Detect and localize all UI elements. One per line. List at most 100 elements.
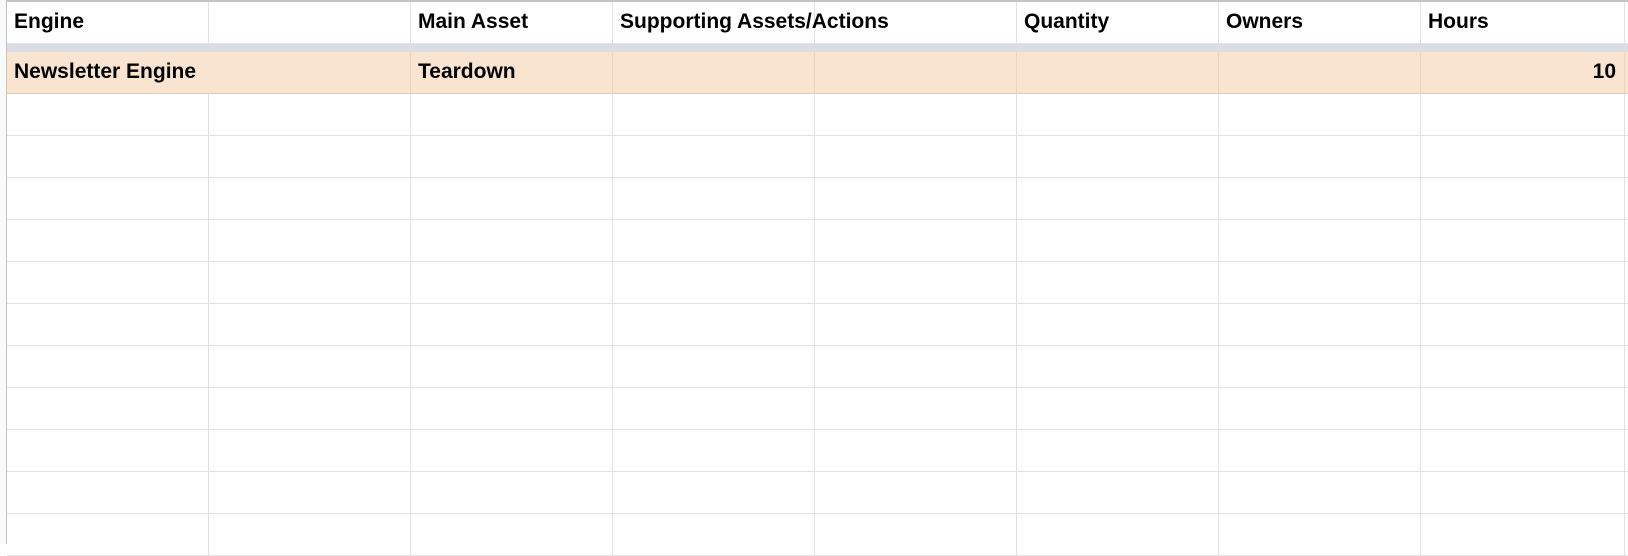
- empty-cell[interactable]: [209, 304, 411, 345]
- empty-cell[interactable]: [1017, 136, 1219, 177]
- empty-cell[interactable]: [1219, 262, 1421, 303]
- empty-cell[interactable]: [209, 178, 411, 219]
- empty-cell[interactable]: [815, 94, 1017, 135]
- empty-cell[interactable]: [7, 94, 209, 135]
- empty-cell[interactable]: [815, 346, 1017, 387]
- frozen-row-divider[interactable]: [7, 44, 1628, 52]
- empty-cell[interactable]: [7, 304, 209, 345]
- empty-cell[interactable]: [209, 430, 411, 471]
- empty-cell[interactable]: [7, 430, 209, 471]
- empty-cell[interactable]: [1219, 430, 1421, 471]
- empty-cell[interactable]: [7, 346, 209, 387]
- empty-cell[interactable]: [815, 220, 1017, 261]
- empty-cell[interactable]: [1017, 346, 1219, 387]
- empty-cell[interactable]: [7, 136, 209, 177]
- empty-cell[interactable]: [815, 136, 1017, 177]
- cell-supporting-assets[interactable]: [613, 52, 815, 93]
- empty-cell[interactable]: [613, 94, 815, 135]
- empty-cell[interactable]: [613, 472, 815, 513]
- empty-cell[interactable]: [1421, 472, 1625, 513]
- empty-cell[interactable]: [1421, 388, 1625, 429]
- header-cell-b[interactable]: [209, 2, 411, 43]
- empty-cell[interactable]: [7, 178, 209, 219]
- empty-cell[interactable]: [1017, 472, 1219, 513]
- empty-cell[interactable]: [411, 136, 613, 177]
- header-cell-e[interactable]: [815, 2, 1017, 43]
- row-header-strip[interactable]: [0, 0, 7, 544]
- empty-cell[interactable]: [613, 346, 815, 387]
- empty-cell[interactable]: [1421, 178, 1625, 219]
- empty-cell[interactable]: [411, 94, 613, 135]
- cell-quantity[interactable]: [1017, 52, 1219, 93]
- empty-cell[interactable]: [1219, 136, 1421, 177]
- empty-cell[interactable]: [815, 430, 1017, 471]
- empty-cell[interactable]: [1219, 514, 1421, 555]
- empty-cell[interactable]: [209, 262, 411, 303]
- cell-b[interactable]: [209, 52, 411, 93]
- empty-cell[interactable]: [7, 388, 209, 429]
- header-cell-hours[interactable]: Hours: [1421, 2, 1625, 43]
- empty-cell[interactable]: [613, 262, 815, 303]
- empty-cell[interactable]: [411, 388, 613, 429]
- empty-cell[interactable]: [411, 346, 613, 387]
- empty-cell[interactable]: [209, 514, 411, 555]
- empty-cell[interactable]: [1017, 220, 1219, 261]
- empty-cell[interactable]: [815, 472, 1017, 513]
- empty-cell[interactable]: [209, 388, 411, 429]
- cell-engine[interactable]: Newsletter Engine: [14, 60, 197, 83]
- empty-cell[interactable]: [1219, 346, 1421, 387]
- empty-cell[interactable]: [613, 178, 815, 219]
- empty-cell[interactable]: [1017, 388, 1219, 429]
- empty-cell[interactable]: [815, 388, 1017, 429]
- empty-cell[interactable]: [209, 346, 411, 387]
- empty-cell[interactable]: [815, 304, 1017, 345]
- cell-hours[interactable]: 10: [1421, 52, 1625, 93]
- empty-cell[interactable]: [209, 136, 411, 177]
- empty-cell[interactable]: [7, 262, 209, 303]
- empty-cell[interactable]: [1421, 136, 1625, 177]
- empty-cell[interactable]: [209, 220, 411, 261]
- empty-cell[interactable]: [1421, 346, 1625, 387]
- empty-cell[interactable]: [411, 262, 613, 303]
- empty-cell[interactable]: [613, 304, 815, 345]
- empty-cell[interactable]: [1219, 304, 1421, 345]
- empty-cell[interactable]: [1421, 220, 1625, 261]
- header-cell-main-asset[interactable]: Main Asset: [411, 2, 613, 43]
- empty-cell[interactable]: [1017, 430, 1219, 471]
- empty-cell[interactable]: [1219, 94, 1421, 135]
- empty-cell[interactable]: [1421, 304, 1625, 345]
- empty-cell[interactable]: [1421, 94, 1625, 135]
- empty-cell[interactable]: [1017, 514, 1219, 555]
- header-cell-supporting-assets[interactable]: Supporting Assets/Actions: [613, 2, 889, 43]
- empty-cell[interactable]: [411, 514, 613, 555]
- empty-cell[interactable]: [1017, 262, 1219, 303]
- empty-cell[interactable]: [815, 262, 1017, 303]
- empty-cell[interactable]: [1017, 178, 1219, 219]
- empty-cell[interactable]: [1421, 262, 1625, 303]
- empty-cell[interactable]: [1017, 94, 1219, 135]
- empty-cell[interactable]: [1219, 178, 1421, 219]
- empty-cell[interactable]: [1421, 514, 1625, 555]
- empty-cell[interactable]: [7, 514, 209, 555]
- empty-cell[interactable]: [411, 430, 613, 471]
- empty-cell[interactable]: [209, 472, 411, 513]
- empty-cell[interactable]: [1219, 388, 1421, 429]
- empty-cell[interactable]: [613, 220, 815, 261]
- empty-cell[interactable]: [1219, 472, 1421, 513]
- empty-cell[interactable]: [7, 472, 209, 513]
- empty-cell[interactable]: [411, 220, 613, 261]
- empty-cell[interactable]: [411, 178, 613, 219]
- empty-cell[interactable]: [1219, 220, 1421, 261]
- cell-main-asset[interactable]: Teardown: [411, 52, 613, 93]
- header-cell-owners[interactable]: Owners: [1219, 2, 1421, 43]
- cell-e[interactable]: [815, 52, 1017, 93]
- empty-cell[interactable]: [613, 514, 815, 555]
- empty-cell[interactable]: [411, 304, 613, 345]
- empty-cell[interactable]: [815, 178, 1017, 219]
- empty-cell[interactable]: [7, 220, 209, 261]
- empty-cell[interactable]: [613, 388, 815, 429]
- empty-cell[interactable]: [815, 514, 1017, 555]
- cell-owners[interactable]: [1219, 52, 1421, 93]
- header-cell-quantity[interactable]: Quantity: [1017, 2, 1219, 43]
- empty-cell[interactable]: [1017, 304, 1219, 345]
